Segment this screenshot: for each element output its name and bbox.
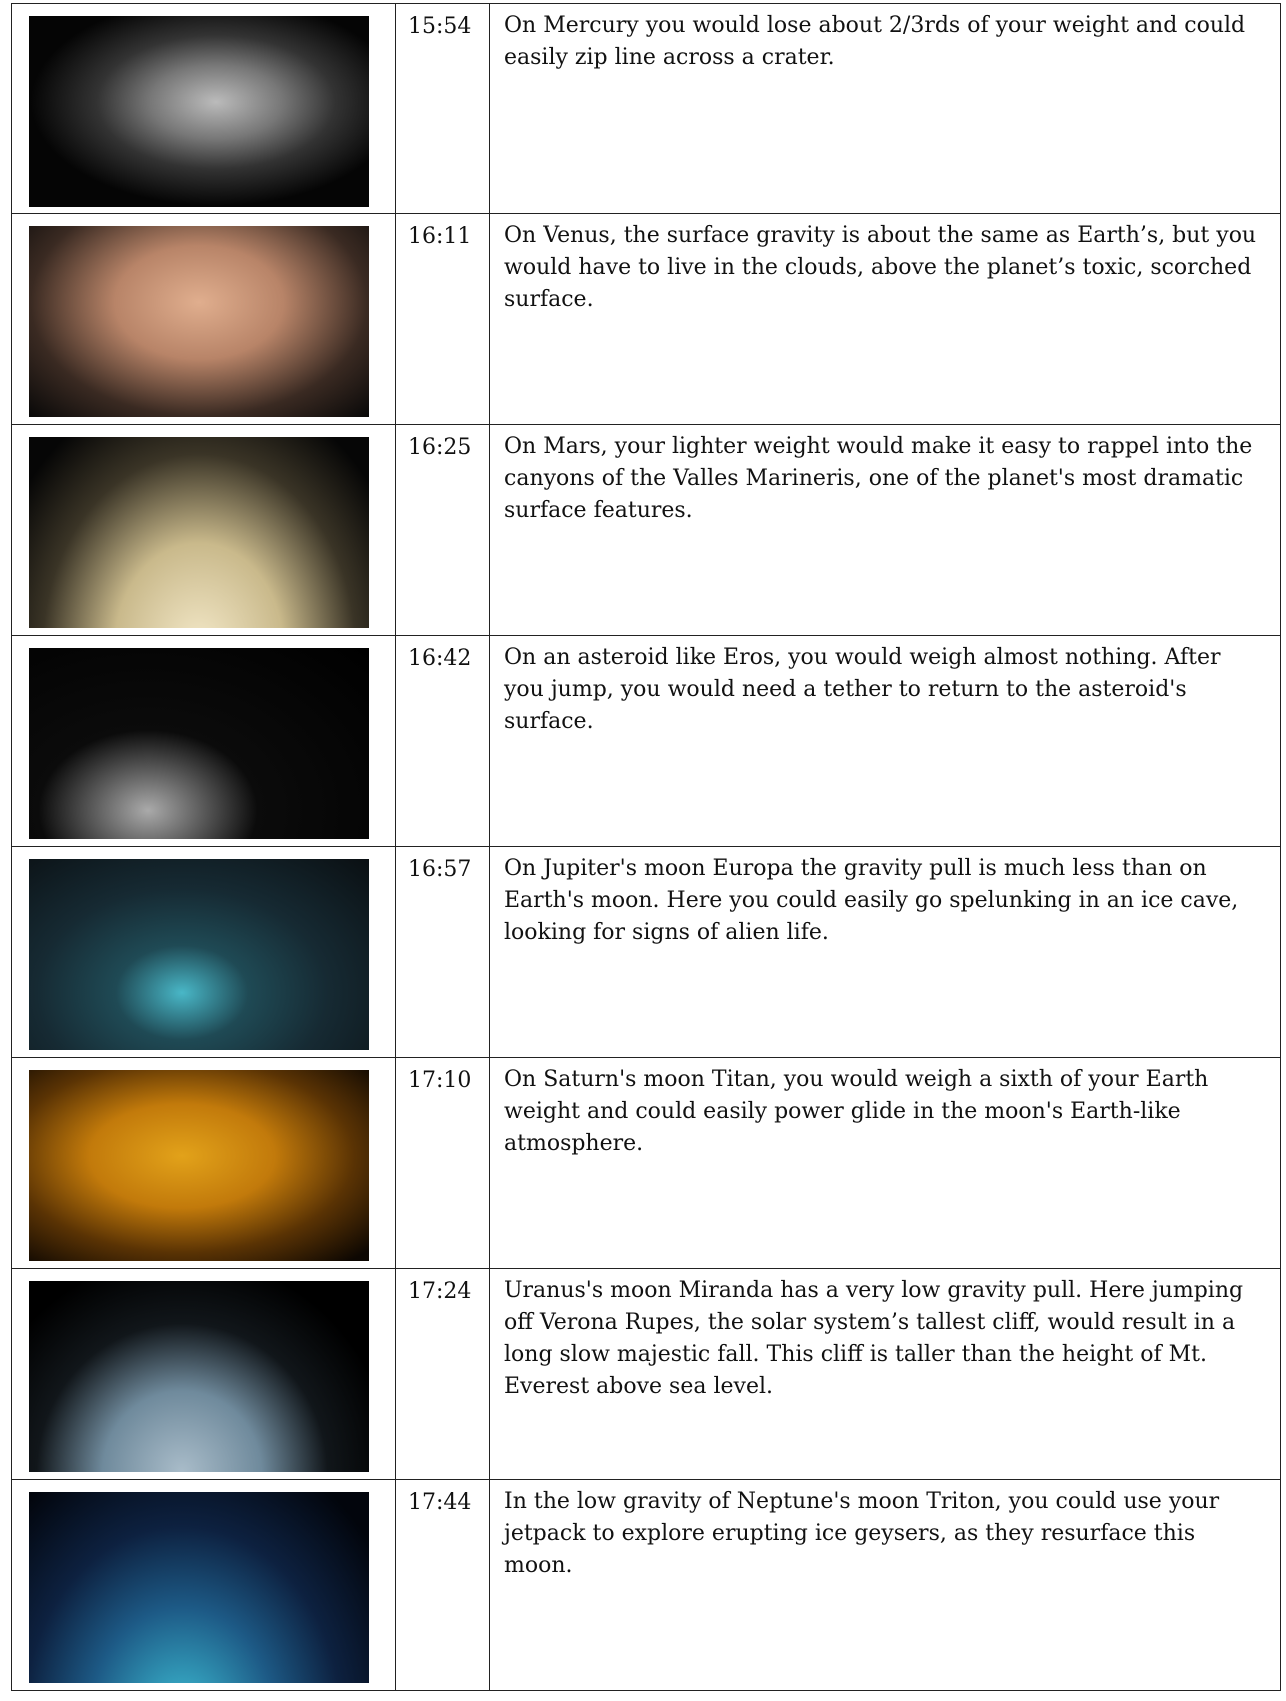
time-cell: 16:57 <box>396 847 490 1057</box>
thumbnail <box>29 16 369 207</box>
table-row: 16:11 On Venus, the surface gravity is ab… <box>11 214 1281 425</box>
description-cell: On Mercury you would lose about 2/3rds o… <box>504 13 1246 70</box>
table-row: 17:10 On Saturn's moon Titan, you would w… <box>11 1058 1281 1269</box>
time-cell: 16:11 <box>396 214 490 424</box>
table-row: 17:24 Uranus's moon Miranda has a very lo… <box>11 1269 1281 1480</box>
table-row: 16:25 On Mars, your lighter weight would … <box>11 425 1281 636</box>
image-cell <box>12 1480 396 1690</box>
time-cell: 15:54 <box>396 4 490 213</box>
thumbnail <box>29 1070 369 1261</box>
thumbnail <box>29 648 369 839</box>
thumbnail <box>29 859 369 1050</box>
image-cell <box>12 636 396 846</box>
table-row: 17:44 In the low gravity of Neptune's moo… <box>11 1480 1281 1691</box>
image-cell <box>12 847 396 1057</box>
description-cell: On Saturn's moon Titan, you would weigh … <box>504 1067 1209 1156</box>
description-cell: On Jupiter's moon Europa the gravity pul… <box>504 856 1239 945</box>
table-row: 16:57 On Jupiter's moon Europa the gravit… <box>11 847 1281 1058</box>
description-cell: Uranus's moon Miranda has a very low gra… <box>504 1278 1244 1399</box>
time-cell: 16:25 <box>396 425 490 635</box>
description-cell: On an asteroid like Eros, you would weig… <box>504 645 1221 734</box>
image-cell <box>12 425 396 635</box>
thumbnail <box>29 1281 369 1472</box>
thumbnail <box>29 226 369 417</box>
thumbnail <box>29 1492 369 1683</box>
thumbnail <box>29 437 369 628</box>
image-cell <box>12 4 396 213</box>
image-cell <box>12 1058 396 1268</box>
description-cell: In the low gravity of Neptune's moon Tri… <box>504 1489 1220 1578</box>
image-cell <box>12 214 396 424</box>
table: 15:54 On Mercury you would lose about 2/3… <box>11 3 1281 1691</box>
time-cell: 16:42 <box>396 636 490 846</box>
description-cell: On Venus, the surface gravity is about t… <box>504 223 1257 312</box>
time-cell: 17:10 <box>396 1058 490 1268</box>
table-row: 16:42 On an asteroid like Eros, you would… <box>11 636 1281 847</box>
time-cell: 17:24 <box>396 1269 490 1479</box>
image-cell <box>12 1269 396 1479</box>
description-cell: On Mars, your lighter weight would make … <box>504 434 1253 523</box>
time-cell: 17:44 <box>396 1480 490 1690</box>
table-row: 15:54 On Mercury you would lose about 2/3… <box>11 3 1281 214</box>
